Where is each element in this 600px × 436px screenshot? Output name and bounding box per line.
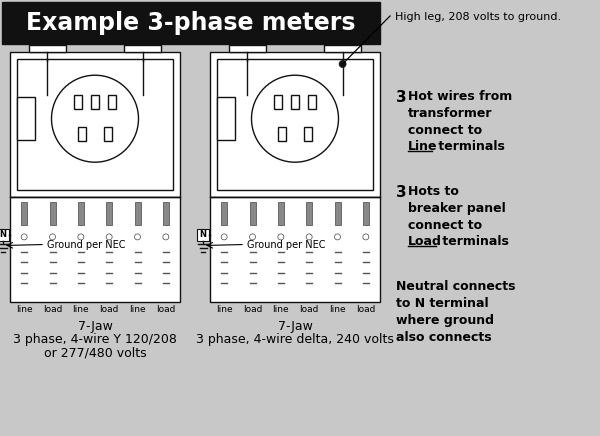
Text: load: load bbox=[156, 305, 176, 314]
Text: 3 phase, 4-wire Y 120/208: 3 phase, 4-wire Y 120/208 bbox=[13, 333, 177, 346]
Bar bbox=[217, 59, 373, 190]
Text: terminals: terminals bbox=[438, 235, 509, 248]
Text: 7-Jaw: 7-Jaw bbox=[278, 320, 313, 333]
Text: load: load bbox=[356, 305, 376, 314]
Circle shape bbox=[21, 234, 27, 240]
Text: Hot wires from
transformer
connect to: Hot wires from transformer connect to bbox=[408, 90, 512, 137]
Bar bbox=[210, 52, 380, 197]
Bar bbox=[0, 228, 9, 241]
Bar bbox=[210, 197, 380, 302]
Bar bbox=[74, 95, 82, 109]
Text: line: line bbox=[272, 305, 289, 314]
Circle shape bbox=[163, 234, 169, 240]
Text: 7-Jaw: 7-Jaw bbox=[77, 320, 112, 333]
Text: Load: Load bbox=[408, 235, 442, 248]
Text: load: load bbox=[43, 305, 62, 314]
Circle shape bbox=[106, 234, 112, 240]
Bar bbox=[124, 45, 161, 52]
Bar bbox=[17, 59, 173, 190]
Bar bbox=[278, 202, 284, 225]
Text: Line: Line bbox=[408, 140, 437, 153]
Text: 3: 3 bbox=[396, 90, 407, 105]
Bar bbox=[163, 202, 169, 225]
Bar bbox=[106, 202, 112, 225]
Circle shape bbox=[251, 75, 338, 162]
Circle shape bbox=[339, 61, 346, 68]
Text: line: line bbox=[16, 305, 32, 314]
Bar bbox=[197, 228, 209, 241]
Circle shape bbox=[335, 234, 341, 240]
Text: N: N bbox=[0, 230, 7, 239]
Bar bbox=[91, 95, 99, 109]
Text: load: load bbox=[243, 305, 262, 314]
Circle shape bbox=[49, 234, 56, 240]
Bar bbox=[78, 126, 86, 140]
Bar bbox=[304, 126, 312, 140]
Text: Hots to
breaker panel
connect to: Hots to breaker panel connect to bbox=[408, 185, 506, 232]
Bar bbox=[2, 2, 380, 44]
Bar bbox=[308, 95, 316, 109]
Bar bbox=[306, 202, 312, 225]
Circle shape bbox=[52, 75, 139, 162]
Text: or 277/480 volts: or 277/480 volts bbox=[44, 346, 146, 359]
Bar bbox=[324, 45, 361, 52]
Bar bbox=[49, 202, 56, 225]
Bar bbox=[335, 202, 341, 225]
Text: load: load bbox=[100, 305, 119, 314]
Bar bbox=[217, 97, 235, 140]
Bar bbox=[134, 202, 140, 225]
Bar bbox=[78, 202, 84, 225]
Bar bbox=[250, 202, 256, 225]
Text: Ground per NEC: Ground per NEC bbox=[47, 239, 125, 249]
Text: Neutral connects
to N terminal
where ground
also connects: Neutral connects to N terminal where gro… bbox=[396, 280, 515, 344]
Bar bbox=[221, 202, 227, 225]
Text: N: N bbox=[199, 230, 206, 239]
Text: line: line bbox=[129, 305, 146, 314]
Text: 3: 3 bbox=[396, 185, 407, 200]
Text: 3 phase, 4-wire delta, 240 volts: 3 phase, 4-wire delta, 240 volts bbox=[196, 333, 394, 346]
Bar bbox=[10, 52, 180, 197]
Bar bbox=[229, 45, 266, 52]
Text: Example 3-phase meters: Example 3-phase meters bbox=[26, 11, 356, 35]
Text: line: line bbox=[73, 305, 89, 314]
Circle shape bbox=[134, 234, 140, 240]
Circle shape bbox=[278, 234, 284, 240]
Text: line: line bbox=[216, 305, 232, 314]
Bar bbox=[21, 202, 27, 225]
Circle shape bbox=[250, 234, 256, 240]
Circle shape bbox=[306, 234, 312, 240]
Circle shape bbox=[221, 234, 227, 240]
Circle shape bbox=[363, 234, 369, 240]
Circle shape bbox=[78, 234, 84, 240]
Bar bbox=[29, 45, 66, 52]
Text: Ground per NEC: Ground per NEC bbox=[247, 239, 325, 249]
Text: High leg, 208 volts to ground.: High leg, 208 volts to ground. bbox=[395, 12, 561, 22]
Bar bbox=[363, 202, 369, 225]
Bar bbox=[291, 95, 299, 109]
Bar bbox=[274, 95, 281, 109]
Bar bbox=[17, 97, 35, 140]
Text: line: line bbox=[329, 305, 346, 314]
Text: terminals: terminals bbox=[434, 140, 505, 153]
Text: load: load bbox=[299, 305, 319, 314]
Bar bbox=[109, 95, 116, 109]
Bar bbox=[10, 197, 180, 302]
Bar bbox=[104, 126, 112, 140]
Bar bbox=[278, 126, 286, 140]
